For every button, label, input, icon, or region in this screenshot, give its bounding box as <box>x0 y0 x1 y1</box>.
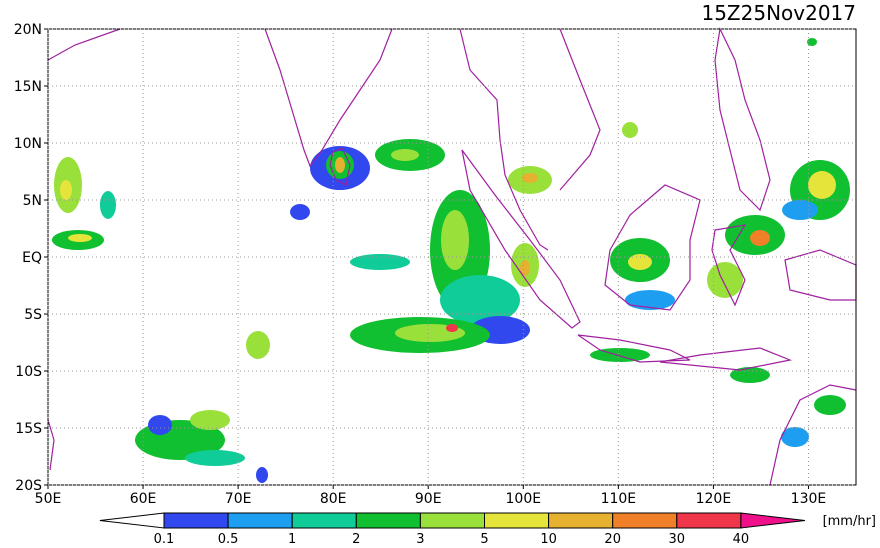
colorbar-unit: [mm/hr] <box>823 514 876 529</box>
x-tick-label: 100E <box>506 491 542 507</box>
y-tick-label: 20N <box>14 22 42 38</box>
y-tick-label: 15S <box>15 421 42 437</box>
colorbar-box <box>227 512 293 529</box>
colorbar-triangle <box>99 512 165 529</box>
colorbar-label: 1 <box>288 532 296 544</box>
x-tick-label: 50E <box>35 491 62 507</box>
x-tick-label: 90E <box>415 491 442 507</box>
colorbar-box <box>676 512 742 529</box>
colorbar-label: 0.5 <box>218 532 239 544</box>
colorbar-box <box>548 512 614 529</box>
colorbar-box <box>291 512 357 529</box>
colorbar-label: 20 <box>604 532 621 544</box>
x-tick-label: 110E <box>601 491 637 507</box>
x-tick-label: 120E <box>696 491 732 507</box>
colorbar-box <box>484 512 550 529</box>
y-tick-label: 15N <box>14 79 42 95</box>
colorbar-box <box>612 512 678 529</box>
colorbar-label: 3 <box>416 532 424 544</box>
colorbar-label: 5 <box>480 532 488 544</box>
colorbar-box <box>355 512 421 529</box>
x-tick-label: 80E <box>320 491 347 507</box>
x-tick-label: 70E <box>225 491 252 507</box>
colorbar-box <box>419 512 485 529</box>
colorbar-triangle <box>740 512 806 529</box>
y-tick-label: 10N <box>14 136 42 152</box>
colorbar-label: 2 <box>352 532 360 544</box>
title: 15Z25Nov2017 <box>701 1 856 25</box>
y-tick-label: 5N <box>23 193 42 209</box>
x-tick-label: 130E <box>791 491 827 507</box>
y-tick-label: EQ <box>22 250 42 266</box>
x-tick-label: 60E <box>130 491 157 507</box>
colorbar-box <box>163 512 229 529</box>
coastlines <box>47 27 857 486</box>
y-tick-label: 5S <box>24 307 42 323</box>
y-tick-label: 20S <box>15 478 42 494</box>
precipitation <box>52 38 850 483</box>
colorbar-label: 10 <box>540 532 557 544</box>
colorbar-label: 30 <box>669 532 686 544</box>
y-tick-label: 10S <box>15 364 42 380</box>
colorbar-label: 40 <box>733 532 750 544</box>
colorbar-label: 0.1 <box>154 532 175 544</box>
